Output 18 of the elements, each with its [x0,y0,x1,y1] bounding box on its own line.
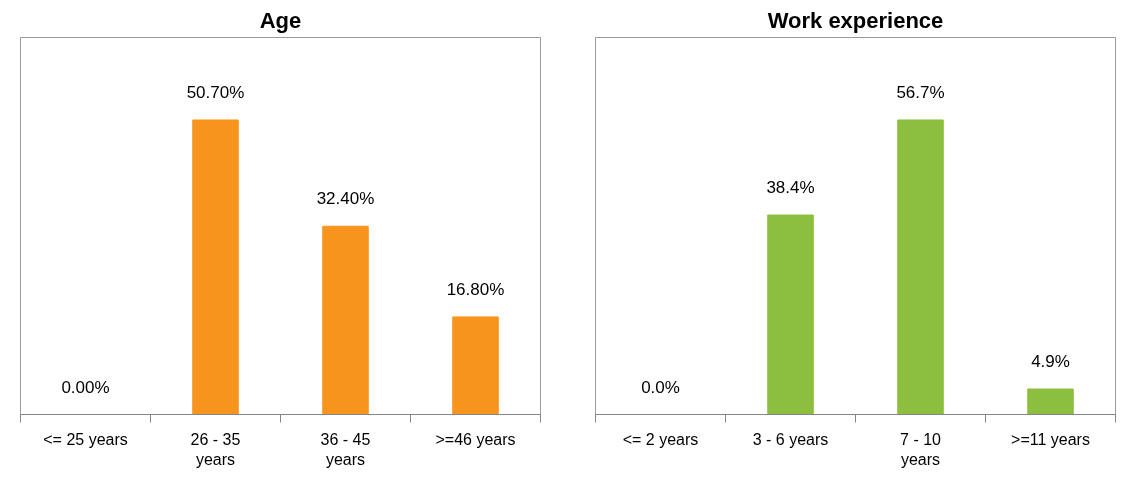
x-tick-label: >=11 years [1011,430,1090,448]
data-label: 32.40% [316,189,375,209]
data-label: 38.4% [766,178,815,198]
chart-title: Age [259,7,302,33]
data-label: 4.9% [1031,352,1070,372]
x-tick-label: 36 - 45 years [320,430,371,468]
x-tick-label: <= 2 years [622,430,699,448]
data-label: 50.70% [186,82,245,102]
data-label: 0.00% [61,377,110,397]
data-label: 56.7% [896,82,945,102]
data-label: 16.80% [446,279,505,299]
x-tick-label: >=46 years [435,430,516,448]
x-tick-label: 7 - 10 years [900,430,942,468]
x-tick-label: <= 25 years [43,430,128,448]
x-tick-label: 3 - 6 years [752,430,829,448]
x-tick-label: 26 - 35 years [190,430,241,468]
chart-title: Work experience [767,7,944,33]
data-label: 0.0% [641,377,680,397]
